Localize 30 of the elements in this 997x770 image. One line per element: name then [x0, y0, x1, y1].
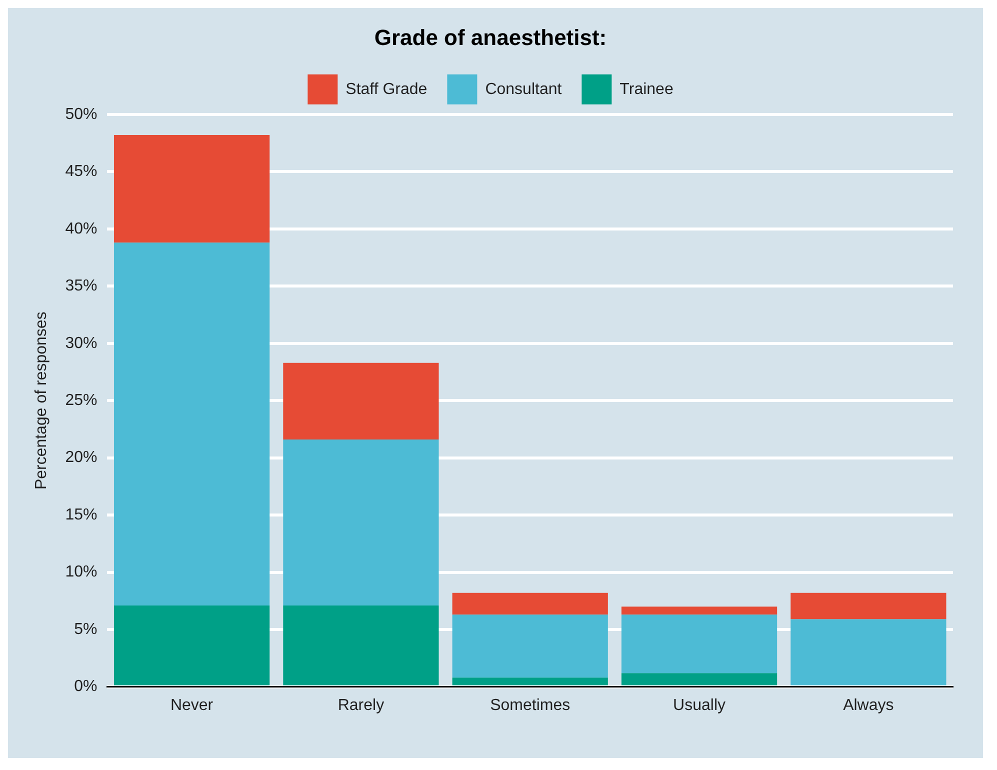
- legend-label: Consultant: [485, 80, 562, 98]
- x-tick-label: Usually: [673, 696, 726, 714]
- y-tick-label: 0%: [74, 678, 98, 696]
- legend-label: Staff Grade: [346, 80, 428, 98]
- y-tick-label: 45%: [65, 163, 98, 180]
- bar: [452, 592, 608, 615]
- legend-label: Trainee: [620, 80, 674, 98]
- bar: [283, 440, 439, 606]
- y-tick-label: 35%: [65, 278, 98, 295]
- x-tick-label: Never: [170, 696, 214, 714]
- bar: [452, 614, 608, 678]
- bar: [621, 614, 778, 674]
- x-tick-label: Sometimes: [490, 696, 570, 714]
- y-tick-label: 50%: [65, 106, 98, 123]
- y-tick-label: 30%: [65, 334, 98, 352]
- y-tick-label: 5%: [74, 620, 98, 638]
- legend-title: Grade of anaesthetist:: [374, 25, 607, 50]
- y-tick-label: 10%: [65, 564, 98, 581]
- y-tick-label: 15%: [65, 506, 98, 524]
- x-tick-label: Always: [843, 696, 894, 714]
- bar: [283, 362, 439, 440]
- bar: [114, 135, 270, 243]
- bar: [114, 242, 270, 606]
- y-tick-label: 25%: [65, 392, 98, 410]
- y-tick-label: 40%: [65, 220, 98, 238]
- bar: [621, 606, 778, 615]
- y-axis-title: Percentage of responses: [33, 312, 50, 490]
- y-tick-label: 20%: [65, 449, 98, 466]
- bar: [790, 592, 946, 620]
- x-tick-label: Rarely: [338, 696, 384, 714]
